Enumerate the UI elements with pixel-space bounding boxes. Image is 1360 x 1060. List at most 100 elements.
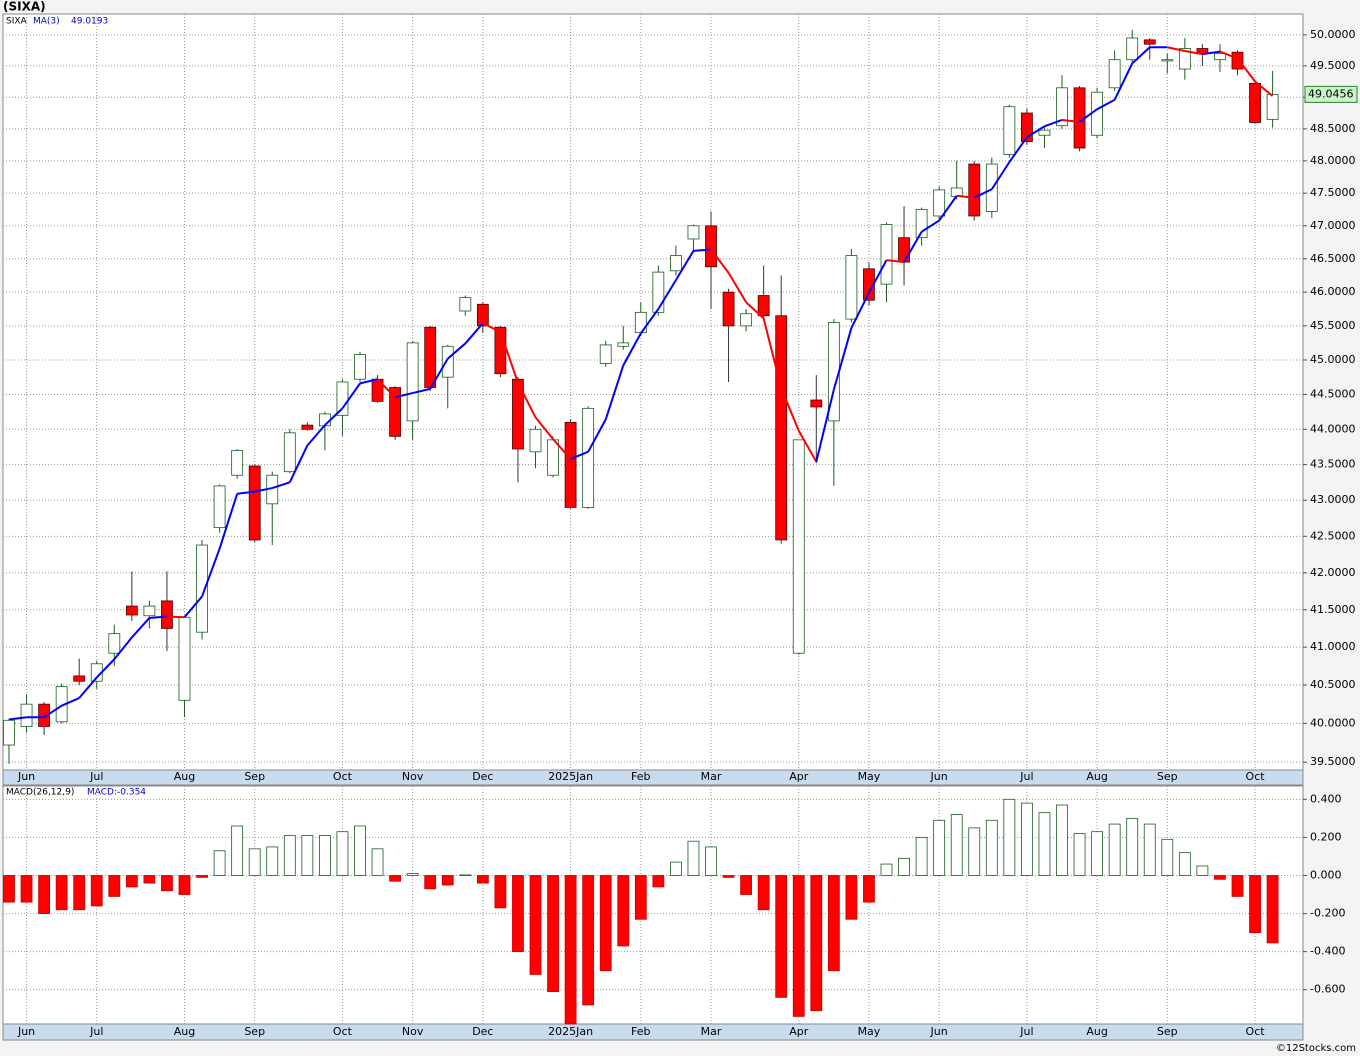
- candle-body: [529, 428, 542, 453]
- ma-line: [622, 332, 642, 366]
- ma-line: [131, 617, 151, 639]
- candle-body: [845, 255, 858, 320]
- candle-body: [143, 605, 156, 617]
- x-tick-label: Sep: [244, 770, 265, 783]
- y-tick-label: 48.0000: [1310, 154, 1356, 167]
- ma-line: [183, 595, 203, 618]
- ma-line: [587, 419, 607, 453]
- candle-body: [740, 313, 752, 327]
- ma-line: [1254, 80, 1274, 97]
- ma-line: [1131, 46, 1151, 65]
- candle-body: [1126, 37, 1139, 61]
- x-tick-label: Jun: [930, 770, 948, 783]
- x-tick-label: Jun: [17, 1025, 35, 1038]
- candle-body: [617, 342, 630, 347]
- macd-bar: [441, 875, 454, 886]
- macd-bar: [1266, 875, 1279, 944]
- macd-bar: [161, 875, 173, 892]
- macd-bar: [125, 875, 138, 888]
- chart-title: (SIXA): [3, 0, 46, 14]
- candle-body: [213, 485, 226, 529]
- macd-bar: [634, 875, 647, 920]
- macd-bar: [476, 875, 489, 884]
- macd-bar: [283, 835, 296, 876]
- macd-bar: [494, 875, 507, 909]
- price-panel: [2, 13, 1304, 771]
- macd-bar: [55, 875, 68, 911]
- x-tick-label: Aug: [174, 1025, 195, 1038]
- macd-bar: [73, 875, 86, 911]
- macd-bar: [880, 863, 893, 876]
- candle-body: [933, 189, 946, 217]
- macd-bar: [1178, 852, 1191, 876]
- candle-body: [880, 224, 893, 285]
- y-tick-label: 0.200: [1310, 830, 1342, 843]
- y-tick-label: 47.0000: [1310, 219, 1356, 232]
- candle-body: [1231, 51, 1244, 70]
- x-tick-label: Jul: [89, 770, 103, 783]
- ma-line: [1008, 136, 1028, 163]
- x-tick-label: Dec: [472, 1025, 493, 1038]
- x-tick-label: Sep: [1157, 1025, 1178, 1038]
- ma-line: [429, 358, 449, 390]
- macd-bar: [38, 875, 50, 914]
- ma-line: [604, 365, 625, 420]
- candle-body: [968, 163, 981, 217]
- macd-bar: [740, 875, 752, 895]
- ma-line: [8, 716, 27, 721]
- macd-bar: [810, 875, 823, 1012]
- y-tick-label: 0.000: [1310, 868, 1342, 881]
- ma-line: [394, 392, 413, 399]
- ma-line: [570, 450, 589, 460]
- macd-bar: [1249, 875, 1261, 934]
- x-tick-label: Nov: [402, 770, 424, 783]
- macd-bar: [950, 814, 963, 876]
- candle-body: [775, 315, 788, 541]
- ma-line: [517, 382, 537, 418]
- macd-panel: [2, 785, 1304, 1025]
- y-tick-label: 47.5000: [1310, 186, 1356, 199]
- candle-body: [20, 703, 33, 727]
- macd-bar: [827, 875, 840, 972]
- macd-bar: [248, 848, 261, 876]
- candle-body: [73, 675, 86, 682]
- x-tick-label: Sep: [244, 1025, 265, 1038]
- macd-bar: [529, 875, 542, 975]
- ma-line: [271, 481, 291, 490]
- ma-line: [149, 615, 168, 619]
- x-tick-label: 2025Jan: [548, 770, 593, 783]
- candle-body: [1143, 39, 1156, 45]
- candle-body: [459, 297, 472, 312]
- candle-body: [336, 381, 349, 416]
- ma-line: [61, 697, 80, 707]
- ma-line: [693, 248, 712, 252]
- y-tick-label: 43.0000: [1310, 493, 1356, 506]
- ma-line: [762, 318, 783, 389]
- macd-bar: [898, 857, 910, 876]
- macd-bar: [599, 875, 612, 972]
- ma-line: [288, 445, 309, 483]
- macd-bar: [143, 875, 156, 884]
- macd-bar: [863, 875, 875, 903]
- ma-line: [43, 704, 63, 719]
- ma-line: [464, 322, 484, 345]
- candle-body: [1091, 91, 1103, 136]
- y-tick-label: 50.0000: [1310, 28, 1356, 41]
- ma-line: [254, 487, 273, 493]
- ma-line: [96, 658, 116, 679]
- candle-body: [1161, 59, 1174, 62]
- candle-body: [512, 378, 524, 450]
- macd-bar: [266, 846, 279, 876]
- x-tick-label: May: [858, 770, 881, 783]
- candle-body: [196, 544, 208, 633]
- candle-body: [1249, 83, 1261, 123]
- macd-bar: [424, 875, 437, 890]
- macd-bar: [1108, 823, 1121, 876]
- candle-body: [108, 633, 121, 654]
- x-tick-label: Oct: [333, 1025, 353, 1038]
- ma-line: [797, 430, 818, 463]
- x-tick-label: Apr: [789, 770, 809, 783]
- macd-bar: [933, 819, 946, 876]
- macd-bar: [371, 848, 384, 876]
